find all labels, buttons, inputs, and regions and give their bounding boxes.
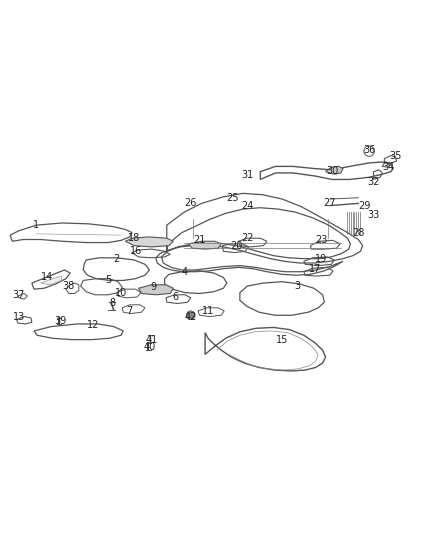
Text: 11: 11 — [202, 306, 214, 316]
Text: 29: 29 — [359, 201, 371, 212]
Text: 32: 32 — [367, 176, 380, 187]
Text: 26: 26 — [184, 198, 197, 208]
Text: 14: 14 — [41, 272, 53, 282]
Text: 40: 40 — [143, 342, 155, 352]
Text: 12: 12 — [87, 320, 99, 330]
Text: 4: 4 — [181, 267, 187, 277]
Text: 18: 18 — [128, 233, 140, 243]
Polygon shape — [188, 241, 221, 249]
Circle shape — [186, 311, 195, 320]
Text: 34: 34 — [383, 162, 395, 172]
Text: 25: 25 — [226, 193, 238, 203]
Text: 21: 21 — [193, 235, 205, 245]
Polygon shape — [41, 276, 61, 285]
Text: 20: 20 — [230, 240, 243, 251]
Text: 15: 15 — [276, 335, 288, 345]
Text: 30: 30 — [326, 166, 338, 176]
Text: 3: 3 — [294, 281, 300, 291]
Text: 7: 7 — [127, 306, 133, 316]
Polygon shape — [138, 285, 173, 295]
Polygon shape — [125, 237, 173, 247]
Text: 17: 17 — [308, 264, 321, 273]
Text: 1: 1 — [33, 220, 39, 230]
Text: 23: 23 — [315, 236, 328, 245]
Text: 35: 35 — [389, 150, 402, 160]
Text: 5: 5 — [105, 276, 111, 286]
Text: 39: 39 — [54, 316, 66, 326]
Text: 37: 37 — [13, 290, 25, 300]
Text: 31: 31 — [241, 170, 254, 180]
Text: 38: 38 — [63, 281, 75, 291]
Text: 6: 6 — [173, 292, 179, 302]
Text: 36: 36 — [363, 145, 375, 155]
Text: 9: 9 — [151, 282, 157, 293]
Text: 8: 8 — [110, 298, 116, 309]
Text: 10: 10 — [115, 288, 127, 297]
Text: 22: 22 — [241, 233, 254, 243]
Text: 28: 28 — [352, 228, 364, 238]
Text: 19: 19 — [315, 254, 327, 264]
Text: 27: 27 — [324, 198, 336, 208]
Text: 42: 42 — [184, 312, 197, 321]
Text: 41: 41 — [145, 335, 158, 345]
Text: 2: 2 — [113, 254, 120, 264]
Text: 33: 33 — [367, 210, 380, 220]
Polygon shape — [325, 166, 343, 174]
Text: 24: 24 — [241, 201, 254, 212]
Text: 13: 13 — [13, 312, 25, 321]
Text: 16: 16 — [130, 246, 142, 256]
